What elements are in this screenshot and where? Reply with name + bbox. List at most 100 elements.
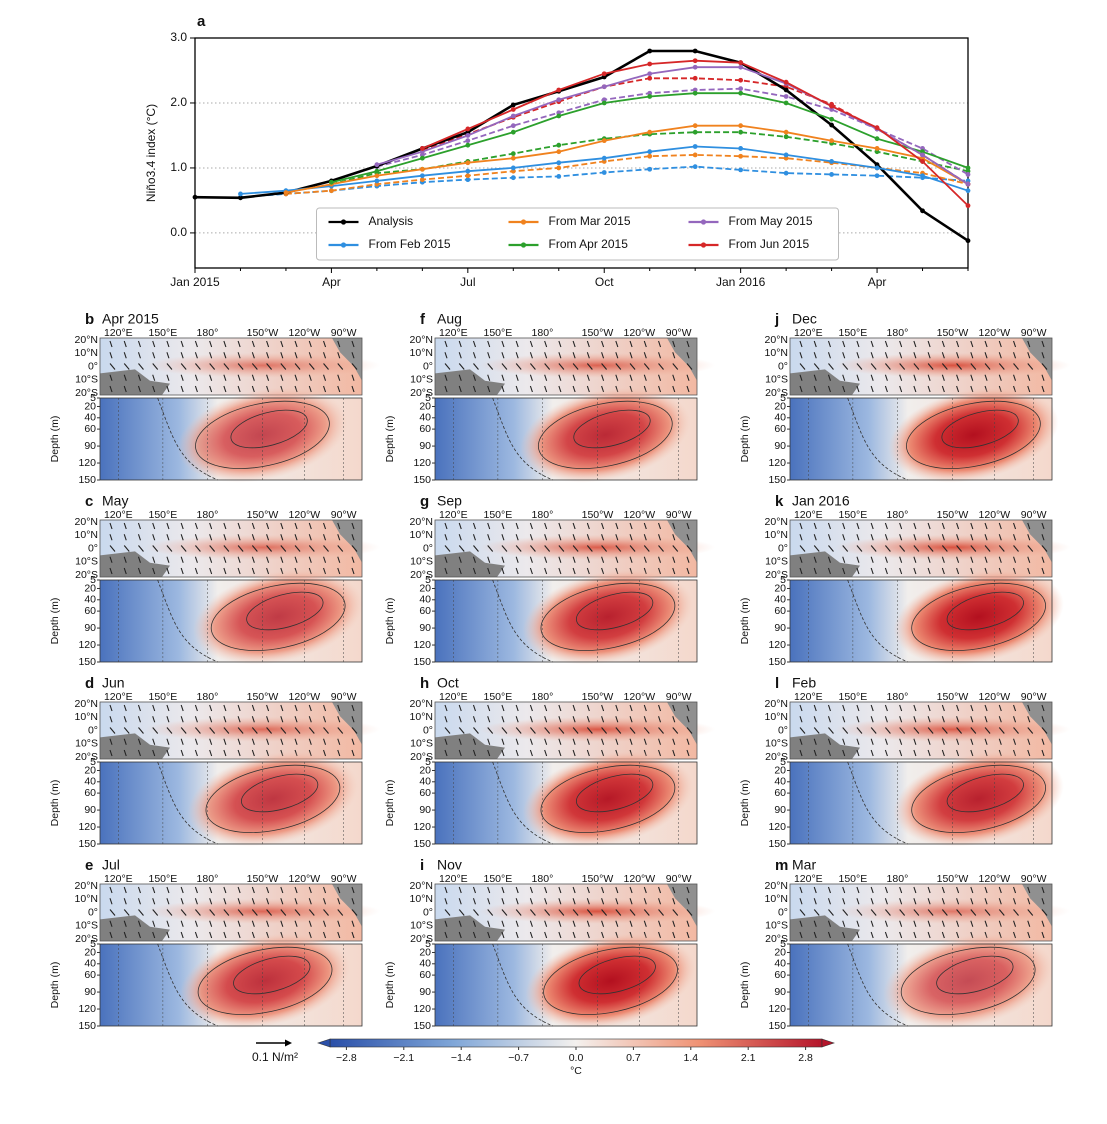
wind-arrow xyxy=(138,363,144,370)
depth-axis-label: Depth (m) xyxy=(739,962,751,1009)
wind-arrow xyxy=(1041,352,1045,359)
lon-label: 120°E xyxy=(794,691,823,703)
legend-label: From Mar 2015 xyxy=(549,214,631,228)
wind-arrow xyxy=(799,909,806,916)
wind-arrow xyxy=(658,545,664,552)
wind-arrow xyxy=(956,567,960,575)
point xyxy=(738,86,744,92)
lat-label: 10°N xyxy=(75,711,98,723)
wind-arrow xyxy=(529,909,536,916)
colorbar-extend xyxy=(317,1038,331,1048)
wind-arrow xyxy=(337,738,341,745)
wind-arrow xyxy=(323,738,327,745)
wind-arrow xyxy=(586,352,590,359)
wind-arrow xyxy=(308,738,312,745)
map-frame xyxy=(99,701,363,760)
lon-label: 150°E xyxy=(839,873,868,885)
wind-arrow xyxy=(998,374,1002,381)
wind-arrow xyxy=(544,340,548,348)
land xyxy=(790,369,860,395)
depth-tick-label: 150 xyxy=(78,656,96,668)
wind-arrow xyxy=(970,738,974,745)
wind-arrow xyxy=(109,909,116,916)
point xyxy=(647,166,653,172)
wind-arrow xyxy=(544,886,548,894)
lon-label: 90°W xyxy=(666,509,692,521)
wind-arrow xyxy=(194,545,201,552)
wind-arrow xyxy=(472,374,476,381)
wind-arrow xyxy=(444,931,448,939)
wind-arrow xyxy=(941,886,945,894)
wind-arrow xyxy=(913,363,920,370)
wind-arrow xyxy=(444,522,448,530)
point xyxy=(601,71,607,77)
wind-arrow xyxy=(970,374,974,381)
wind-arrow xyxy=(515,920,519,927)
wind-arrow xyxy=(209,363,216,370)
wind-arrow xyxy=(515,931,519,939)
colorbar-tick-label: 0.7 xyxy=(626,1052,641,1064)
point xyxy=(783,87,789,93)
wind-arrow xyxy=(643,534,647,541)
lat-label: 10°S xyxy=(410,920,433,932)
point xyxy=(601,155,607,161)
wind-arrow xyxy=(970,340,974,348)
depth-frame xyxy=(789,761,1053,845)
wind-arrow xyxy=(194,374,198,381)
wind-arrow xyxy=(643,738,647,745)
wind-arrow xyxy=(899,898,903,905)
wind-arrow xyxy=(487,909,494,916)
lat-label: 10°S xyxy=(765,920,788,932)
wind-arrow xyxy=(194,909,201,916)
lat-label: 0° xyxy=(423,360,433,372)
wind-arrow xyxy=(166,716,170,723)
wind-arrow xyxy=(223,738,227,745)
lon-label: 120°E xyxy=(104,509,133,521)
wind-arrow xyxy=(686,920,690,927)
depth-frame xyxy=(99,943,363,1027)
wind-arrow xyxy=(223,534,227,541)
wind-arrow xyxy=(487,352,491,359)
wind-arrow xyxy=(870,749,874,757)
wind-arrow xyxy=(899,374,903,381)
wind-arrow xyxy=(337,898,341,905)
land xyxy=(332,884,362,927)
wind-arrow xyxy=(515,522,519,530)
wind-arrow xyxy=(1013,374,1017,381)
wind-arrow xyxy=(629,340,633,348)
point xyxy=(874,165,880,171)
wind-arrow xyxy=(884,352,888,359)
wind-arrow xyxy=(266,534,270,541)
colorbar-tick-label: −2.1 xyxy=(393,1052,414,1064)
panel-title: Apr 2015 xyxy=(102,311,159,327)
wind-arrow xyxy=(558,385,562,393)
map xyxy=(99,883,381,942)
wind-arrow xyxy=(444,898,448,905)
wind-arrow xyxy=(180,352,184,359)
wind-arrow xyxy=(643,556,647,563)
wind-arrow xyxy=(927,340,931,348)
wind-arrow xyxy=(180,363,187,370)
point xyxy=(465,133,471,138)
lat-label: 20°N xyxy=(75,516,98,528)
wind-arrow xyxy=(984,909,991,916)
wind-arrow xyxy=(109,556,113,563)
lon-label: 90°W xyxy=(1021,691,1047,703)
wind-arrow xyxy=(109,534,113,541)
wind-arrow xyxy=(237,738,241,745)
depth-tick-label: 20 xyxy=(84,764,96,776)
wind-arrow xyxy=(137,898,141,905)
wind-arrow xyxy=(615,534,619,541)
point xyxy=(965,203,971,209)
wind-arrow xyxy=(913,340,917,348)
wind-arrow xyxy=(237,385,241,393)
wind-arrow xyxy=(984,920,988,927)
wind-arrow xyxy=(1013,522,1017,530)
wind-arrow xyxy=(180,704,184,712)
wind-arrow xyxy=(166,749,170,757)
lon-label: 90°W xyxy=(1021,873,1047,885)
wind-arrow xyxy=(686,374,690,381)
wind-arrow xyxy=(166,556,170,563)
wind-arrow xyxy=(251,738,255,745)
lat-label: 0° xyxy=(88,542,98,554)
